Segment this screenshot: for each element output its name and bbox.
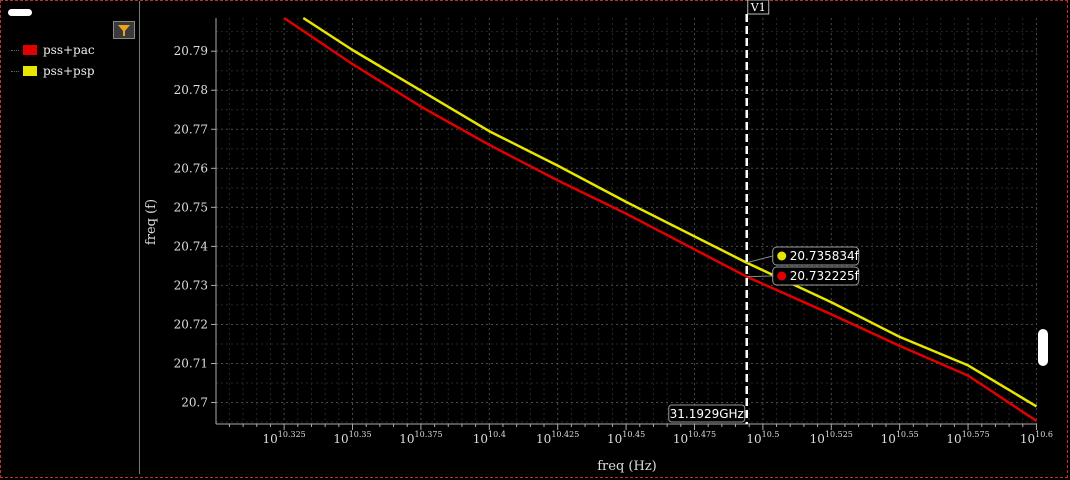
collapse-handle[interactable] [8, 9, 32, 16]
filter-button[interactable] [113, 21, 135, 39]
marker-x-readout: 31.1929GHz [670, 407, 744, 421]
readout-value: 20.732225f [790, 269, 860, 283]
x-tick-label: 1010.6 [1020, 430, 1053, 446]
x-tick-label: 1010.325 [262, 430, 305, 446]
marker-name-label: V1 [750, 1, 766, 14]
x-tick-label: 1010.525 [810, 430, 853, 446]
x-tick-label: 1010.45 [607, 430, 645, 446]
x-tick-label: 1010.4 [473, 430, 506, 446]
y-axis-label: freq (f) [144, 199, 159, 245]
x-tick-label: 1010.55 [881, 430, 919, 446]
readout-leader [746, 275, 773, 278]
x-tick-label: 1010.375 [399, 430, 442, 446]
x-tick-label: 1010.575 [946, 430, 989, 446]
marker-name-box [747, 0, 770, 15]
y-tick-label: 20.7 [181, 396, 208, 410]
y-tick-label: 20.74 [174, 239, 209, 253]
legend-item-pss-psp[interactable]: pss+psp [11, 64, 95, 80]
y-tick-label: 20.72 [174, 317, 208, 331]
x-tick-label: 1010.425 [536, 430, 579, 446]
legend-label: pss+pac [43, 43, 95, 57]
x-tick-label: 1010.35 [333, 430, 371, 446]
series-line-pss-psp[interactable] [302, 16, 1038, 408]
readout-dot [777, 251, 787, 261]
readout-leader [746, 255, 773, 264]
y-tick-label: 20.71 [174, 356, 208, 370]
marker-x-readout-box [668, 404, 746, 423]
y-tick-label: 20.79 [174, 44, 208, 58]
y-tick-label: 20.77 [174, 122, 208, 136]
vertical-scroll-handle[interactable] [1038, 329, 1048, 366]
legend-swatch-red [23, 45, 37, 55]
readout-dot [777, 271, 787, 281]
readout-box [772, 266, 860, 286]
y-tick-label: 20.75 [174, 200, 208, 214]
y-tick-label: 20.73 [174, 278, 208, 292]
legend-swatch-yellow [23, 66, 37, 76]
filter-icon [118, 25, 130, 36]
series-line-pss-pac[interactable] [283, 16, 1038, 422]
x-tick-label: 1010.475 [673, 430, 716, 446]
legend-item-pss-pac[interactable]: pss+pac [11, 43, 95, 59]
y-tick-label: 20.78 [174, 83, 208, 97]
y-tick-label: 20.76 [174, 161, 208, 175]
x-axis-label: freq (Hz) [597, 459, 657, 474]
readout-box [772, 246, 860, 266]
legend-label: pss+psp [43, 64, 95, 78]
readout-value: 20.735834f [790, 249, 860, 263]
x-tick-label: 1010.5 [746, 430, 779, 446]
legend-panel: pss+pac pss+psp [1, 1, 140, 474]
